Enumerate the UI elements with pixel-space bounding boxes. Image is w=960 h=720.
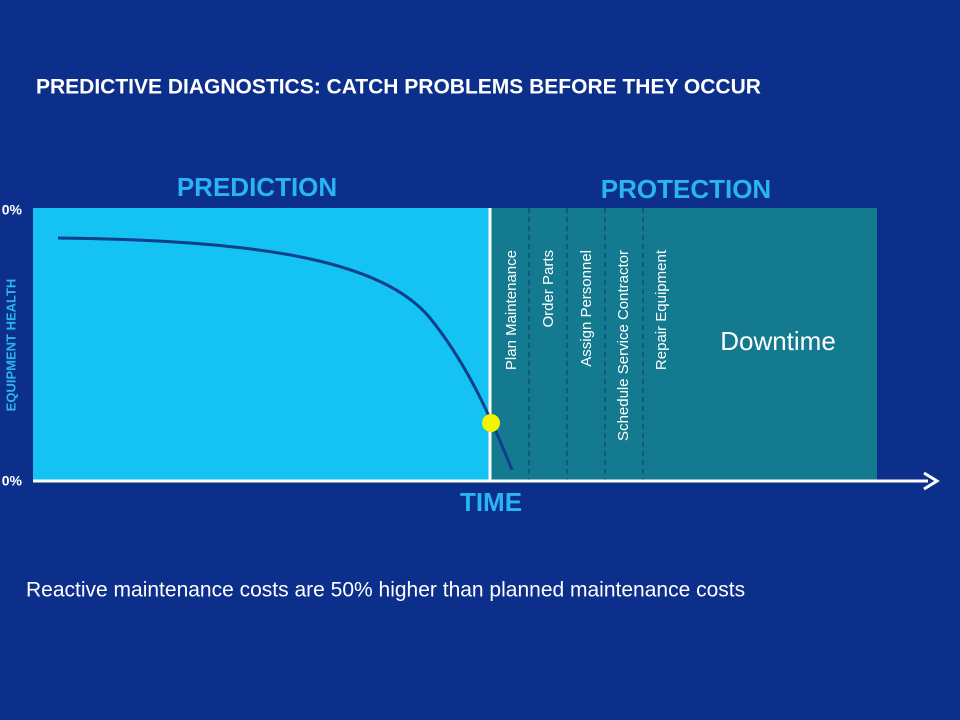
health-curve — [57, 236, 514, 471]
y-axis-bottom: 0% — [2, 473, 23, 489]
title: PREDICTIVE DIAGNOSTICS: CATCH PROBLEMS B… — [36, 76, 761, 99]
step-label: Assign Personnel — [578, 250, 595, 367]
step-label: Repair Equipment — [653, 249, 670, 370]
section-label: PREDICTION — [177, 172, 337, 202]
prediction-area — [33, 208, 490, 481]
step-label: Order Parts — [540, 250, 557, 328]
downtime-label: Downtime — [720, 326, 836, 356]
y-axis-top: 0% — [2, 202, 23, 218]
section-label: PROTECTION — [601, 174, 771, 204]
footer: Reactive maintenance costs are 50% highe… — [26, 579, 745, 602]
failure-point — [482, 414, 500, 432]
x-axis-arrow — [923, 471, 940, 491]
step-label: Schedule Service Contractor — [615, 250, 632, 441]
step-label: Plan Maintenance — [503, 250, 520, 370]
protection-area — [490, 208, 877, 481]
step-dividers — [528, 208, 644, 480]
y-axis-label: EQUIPMENT HEALTH — [3, 279, 18, 412]
x-axis-label: TIME — [460, 487, 522, 517]
